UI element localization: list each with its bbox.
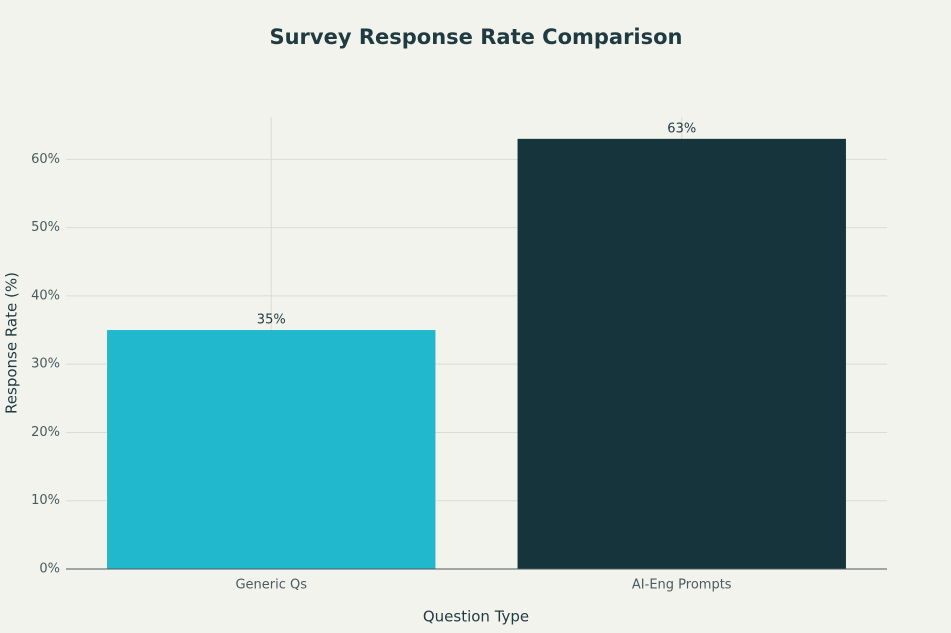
y-tick-label: 40% xyxy=(31,288,60,303)
x-tick-label: AI-Eng Prompts xyxy=(632,578,732,593)
y-tick-label: 60% xyxy=(31,152,60,167)
y-tick-label: 0% xyxy=(39,562,60,577)
value-label: 63% xyxy=(667,121,696,136)
y-tick-label: 30% xyxy=(31,357,60,372)
bar xyxy=(107,330,436,569)
bar xyxy=(517,138,846,569)
y-axis-title: Response Rate (%) xyxy=(3,272,21,414)
x-tick-label: Generic Qs xyxy=(235,578,307,593)
value-label: 35% xyxy=(257,313,286,328)
y-tick-label: 50% xyxy=(31,220,60,235)
y-tick-label: 10% xyxy=(31,493,60,508)
chart-title: Survey Response Rate Comparison xyxy=(269,25,682,49)
y-tick-label: 20% xyxy=(31,425,60,440)
x-axis-title: Question Type xyxy=(423,608,529,626)
